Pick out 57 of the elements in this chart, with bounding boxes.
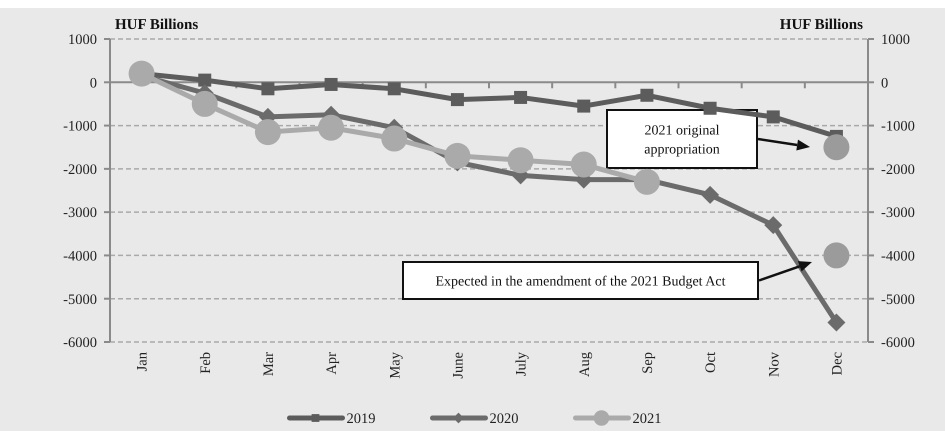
legend-label: 2020 xyxy=(490,411,518,428)
x-tick-label: Oct xyxy=(703,352,720,373)
x-tick-label: June xyxy=(450,352,466,379)
x-tick-label: July xyxy=(514,351,530,376)
x-tick-label: Dec xyxy=(829,352,846,376)
x-tick-label: Sep xyxy=(640,352,656,374)
y-tick-label: -3000 xyxy=(63,205,97,222)
y-tick-label: -6000 xyxy=(63,335,97,352)
point xyxy=(261,82,274,96)
point xyxy=(381,126,408,152)
y-tick-label: -2000 xyxy=(63,162,97,178)
point xyxy=(570,152,597,178)
y2-tick-label: -2000 xyxy=(881,162,915,178)
y2-tick-label: -3000 xyxy=(881,205,915,222)
y2-tick-label: -4000 xyxy=(881,248,915,265)
annotation: 2021 original appropriation xyxy=(644,123,720,158)
legend-label: 2019 xyxy=(346,411,376,428)
point xyxy=(764,216,782,234)
x-tick-label: Nov xyxy=(766,351,782,377)
point xyxy=(318,114,344,141)
point xyxy=(827,314,846,332)
y2-tick-label: 1000 xyxy=(881,32,910,48)
y2-tick-label: 0 xyxy=(881,75,888,92)
point xyxy=(192,90,218,117)
point xyxy=(198,74,212,87)
y-axis-title: HUF Billions xyxy=(115,17,198,33)
point xyxy=(450,93,464,106)
y2-tick-label: -5000 xyxy=(881,292,915,308)
point xyxy=(701,186,720,204)
point xyxy=(254,119,281,146)
x-tick-label: Jan xyxy=(134,351,151,372)
y2-tick-label: -6000 xyxy=(881,335,915,352)
x-tick-label: May xyxy=(387,351,404,379)
point xyxy=(388,82,401,96)
x-tick-label: Feb xyxy=(198,352,214,374)
point xyxy=(766,110,780,124)
point xyxy=(634,168,660,195)
y-tick-label: -5000 xyxy=(63,292,97,308)
point xyxy=(324,78,338,91)
point xyxy=(704,102,717,115)
x-tick-label: Aug xyxy=(576,352,593,377)
y-tick-label: 1000 xyxy=(68,32,97,48)
y2-tick-label: -1000 xyxy=(881,118,915,135)
y2-axis-title: HUF Billions xyxy=(780,17,864,33)
x-tick-label: Mar xyxy=(260,352,277,376)
y-tick-label: 0 xyxy=(90,75,97,92)
x-tick-label: Apr xyxy=(324,352,340,375)
y-tick-label: -1000 xyxy=(63,118,97,135)
legend-label: 2021 xyxy=(632,411,662,428)
point xyxy=(577,100,590,113)
point xyxy=(444,142,470,169)
point xyxy=(508,147,534,174)
annotation: Expected in the amendment of the 2021 Budget Act xyxy=(435,274,726,290)
point xyxy=(514,90,528,104)
point xyxy=(640,88,654,102)
point xyxy=(128,60,155,87)
y-tick-label: -4000 xyxy=(63,248,97,265)
